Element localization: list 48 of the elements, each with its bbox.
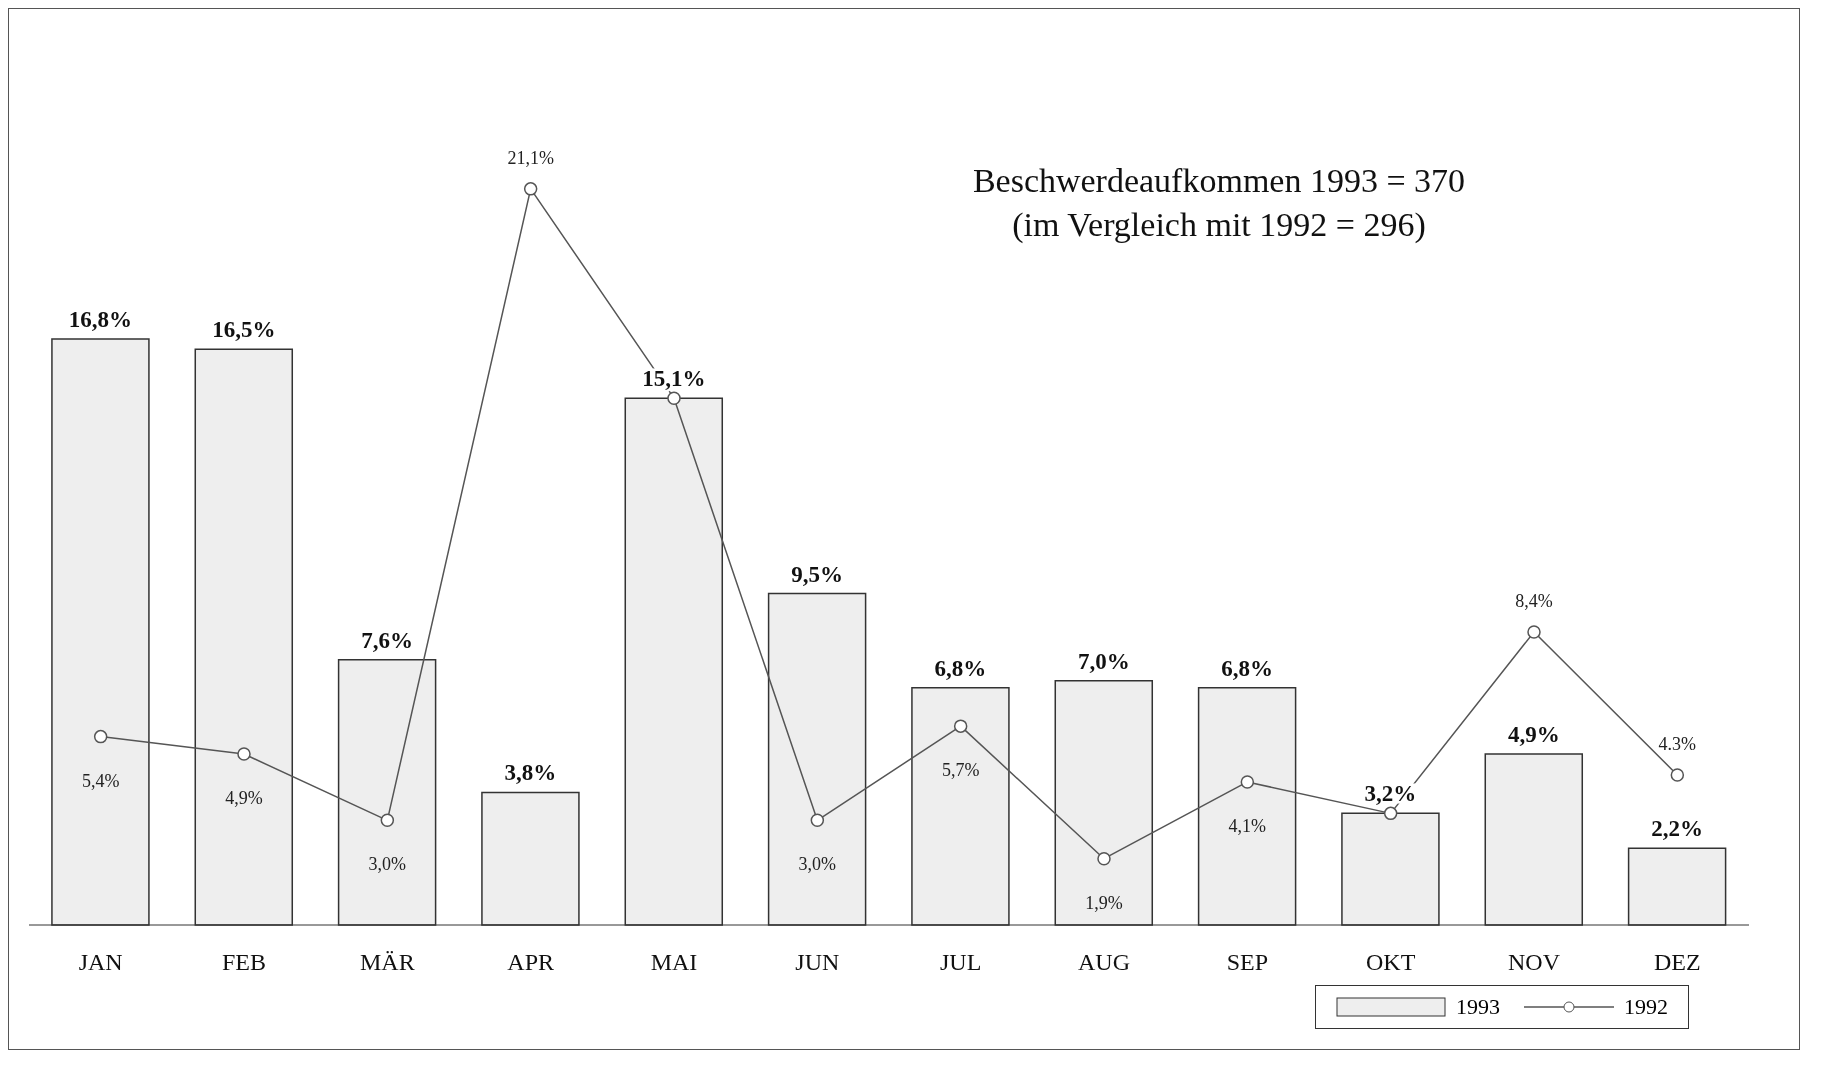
data-label: 4.3% bbox=[1658, 733, 1697, 754]
data-label: 7,0% bbox=[1077, 648, 1130, 674]
point bbox=[667, 391, 681, 405]
legend-label: 1993 bbox=[1456, 994, 1500, 1020]
data-label: 4,9% bbox=[1507, 722, 1560, 748]
point bbox=[1670, 768, 1685, 782]
data-label: 1,9% bbox=[1085, 892, 1123, 913]
data-label: 16,5% bbox=[212, 317, 276, 343]
data-label: 3,0% bbox=[798, 854, 837, 875]
chart-title: Beschwerdeaufkommen 1993 = 370 bbox=[971, 161, 1467, 201]
data-label: 3,8% bbox=[504, 760, 557, 786]
point bbox=[1527, 625, 1541, 639]
x-tick-label: DEZ bbox=[1654, 949, 1701, 976]
x-tick-label: SEP bbox=[1226, 949, 1269, 976]
x-tick-label: APR bbox=[507, 949, 555, 976]
x-tick-label: FEB bbox=[221, 949, 267, 976]
data-label: 2,2% bbox=[1651, 816, 1703, 842]
x-tick-label: MÄR bbox=[359, 949, 415, 976]
point bbox=[93, 729, 108, 744]
x-tick-label: OKT bbox=[1366, 949, 1416, 976]
x-tick-label: NOV bbox=[1508, 949, 1561, 976]
point bbox=[1097, 851, 1111, 866]
text: (im Vergleich mit 1992 = 296) bbox=[1011, 205, 1427, 245]
point bbox=[953, 719, 968, 733]
x-tick-label: AUG bbox=[1078, 949, 1130, 976]
data-label: 4,1% bbox=[1228, 815, 1267, 836]
point bbox=[810, 813, 825, 828]
x-tick-label: JAN bbox=[78, 949, 123, 976]
point bbox=[380, 813, 395, 828]
legend-label: 1992 bbox=[1624, 994, 1668, 1020]
data-label: 16,8% bbox=[68, 306, 133, 332]
point bbox=[1240, 775, 1255, 789]
x-tick-label: JUN bbox=[795, 949, 840, 976]
data-label: 6,8% bbox=[1221, 655, 1273, 681]
data-label: 9,5% bbox=[791, 561, 843, 587]
data-label: 6,8% bbox=[934, 655, 987, 681]
point bbox=[1383, 806, 1398, 821]
x-tick-label: MAI bbox=[650, 949, 698, 976]
x-tick-label: JUL bbox=[939, 949, 982, 976]
point bbox=[237, 747, 251, 761]
point bbox=[523, 182, 538, 196]
data-label: 5,7% bbox=[941, 760, 980, 781]
data-label: 8,4% bbox=[1515, 590, 1553, 611]
data-label: 4,9% bbox=[225, 788, 263, 809]
data-label: 3,0% bbox=[368, 854, 407, 875]
data-label: 5,4% bbox=[81, 770, 120, 791]
data-label: 7,6% bbox=[361, 627, 413, 653]
data-label: 21,1% bbox=[507, 147, 554, 168]
